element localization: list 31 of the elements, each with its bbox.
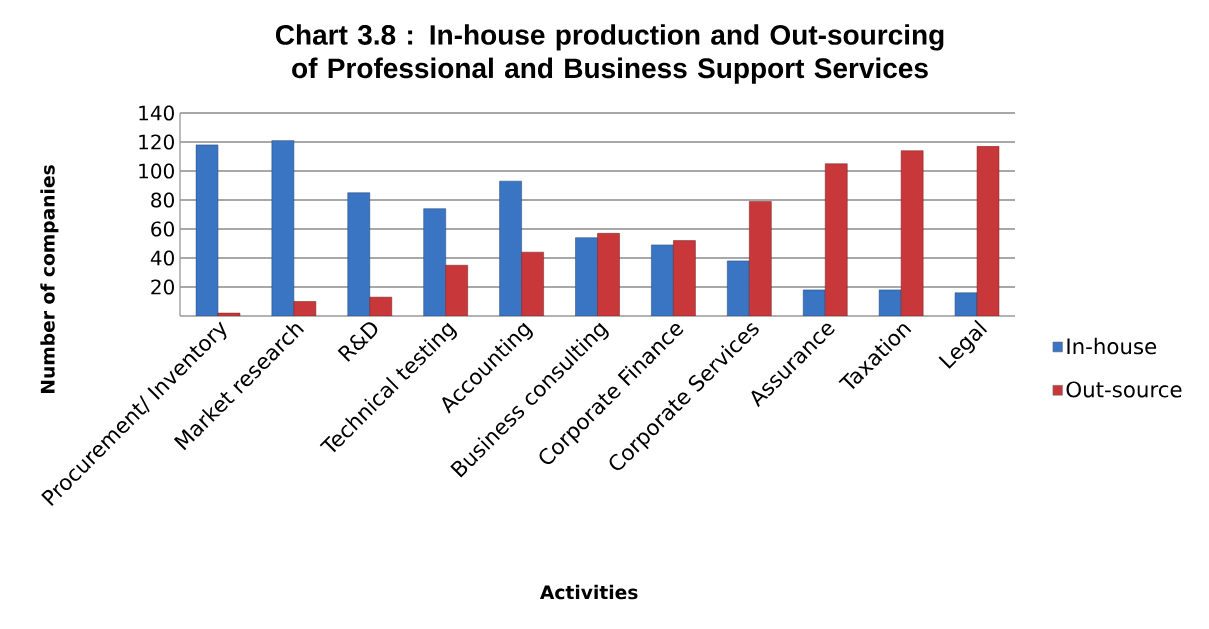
y-tick-label: 80 <box>151 192 174 208</box>
chart-title: Chart 3.8 : In-house production and Out-sourcing of Professional and Business Support Services <box>275 24 944 84</box>
bar <box>900 150 924 316</box>
bar <box>976 146 1000 316</box>
bar <box>217 312 241 316</box>
bar <box>271 140 295 316</box>
x-axis-title: Activities <box>540 584 638 600</box>
bar <box>651 244 674 316</box>
y-tick-label: 20 <box>151 279 174 295</box>
y-axis-title: Number of companies <box>40 165 59 393</box>
y-tick-label: 100 <box>139 163 174 179</box>
bar <box>347 192 371 316</box>
legend-label: Out-source <box>1066 381 1182 398</box>
bar <box>673 240 696 316</box>
bar <box>597 233 620 316</box>
bar <box>824 163 848 316</box>
bar <box>423 208 446 316</box>
bar <box>293 301 317 316</box>
bar <box>445 264 468 316</box>
bar <box>521 251 544 316</box>
y-tick-label: 40 <box>150 250 174 266</box>
bar <box>195 144 219 316</box>
y-tick-label: 60 <box>151 221 174 237</box>
bar <box>749 201 772 316</box>
legend-label: In-house <box>1067 337 1157 355</box>
bar <box>369 296 393 316</box>
y-tick-label: 140 <box>139 105 174 121</box>
bar <box>499 180 522 316</box>
bar <box>575 237 598 316</box>
y-tick-label: 120 <box>139 134 174 150</box>
bar <box>727 260 750 316</box>
